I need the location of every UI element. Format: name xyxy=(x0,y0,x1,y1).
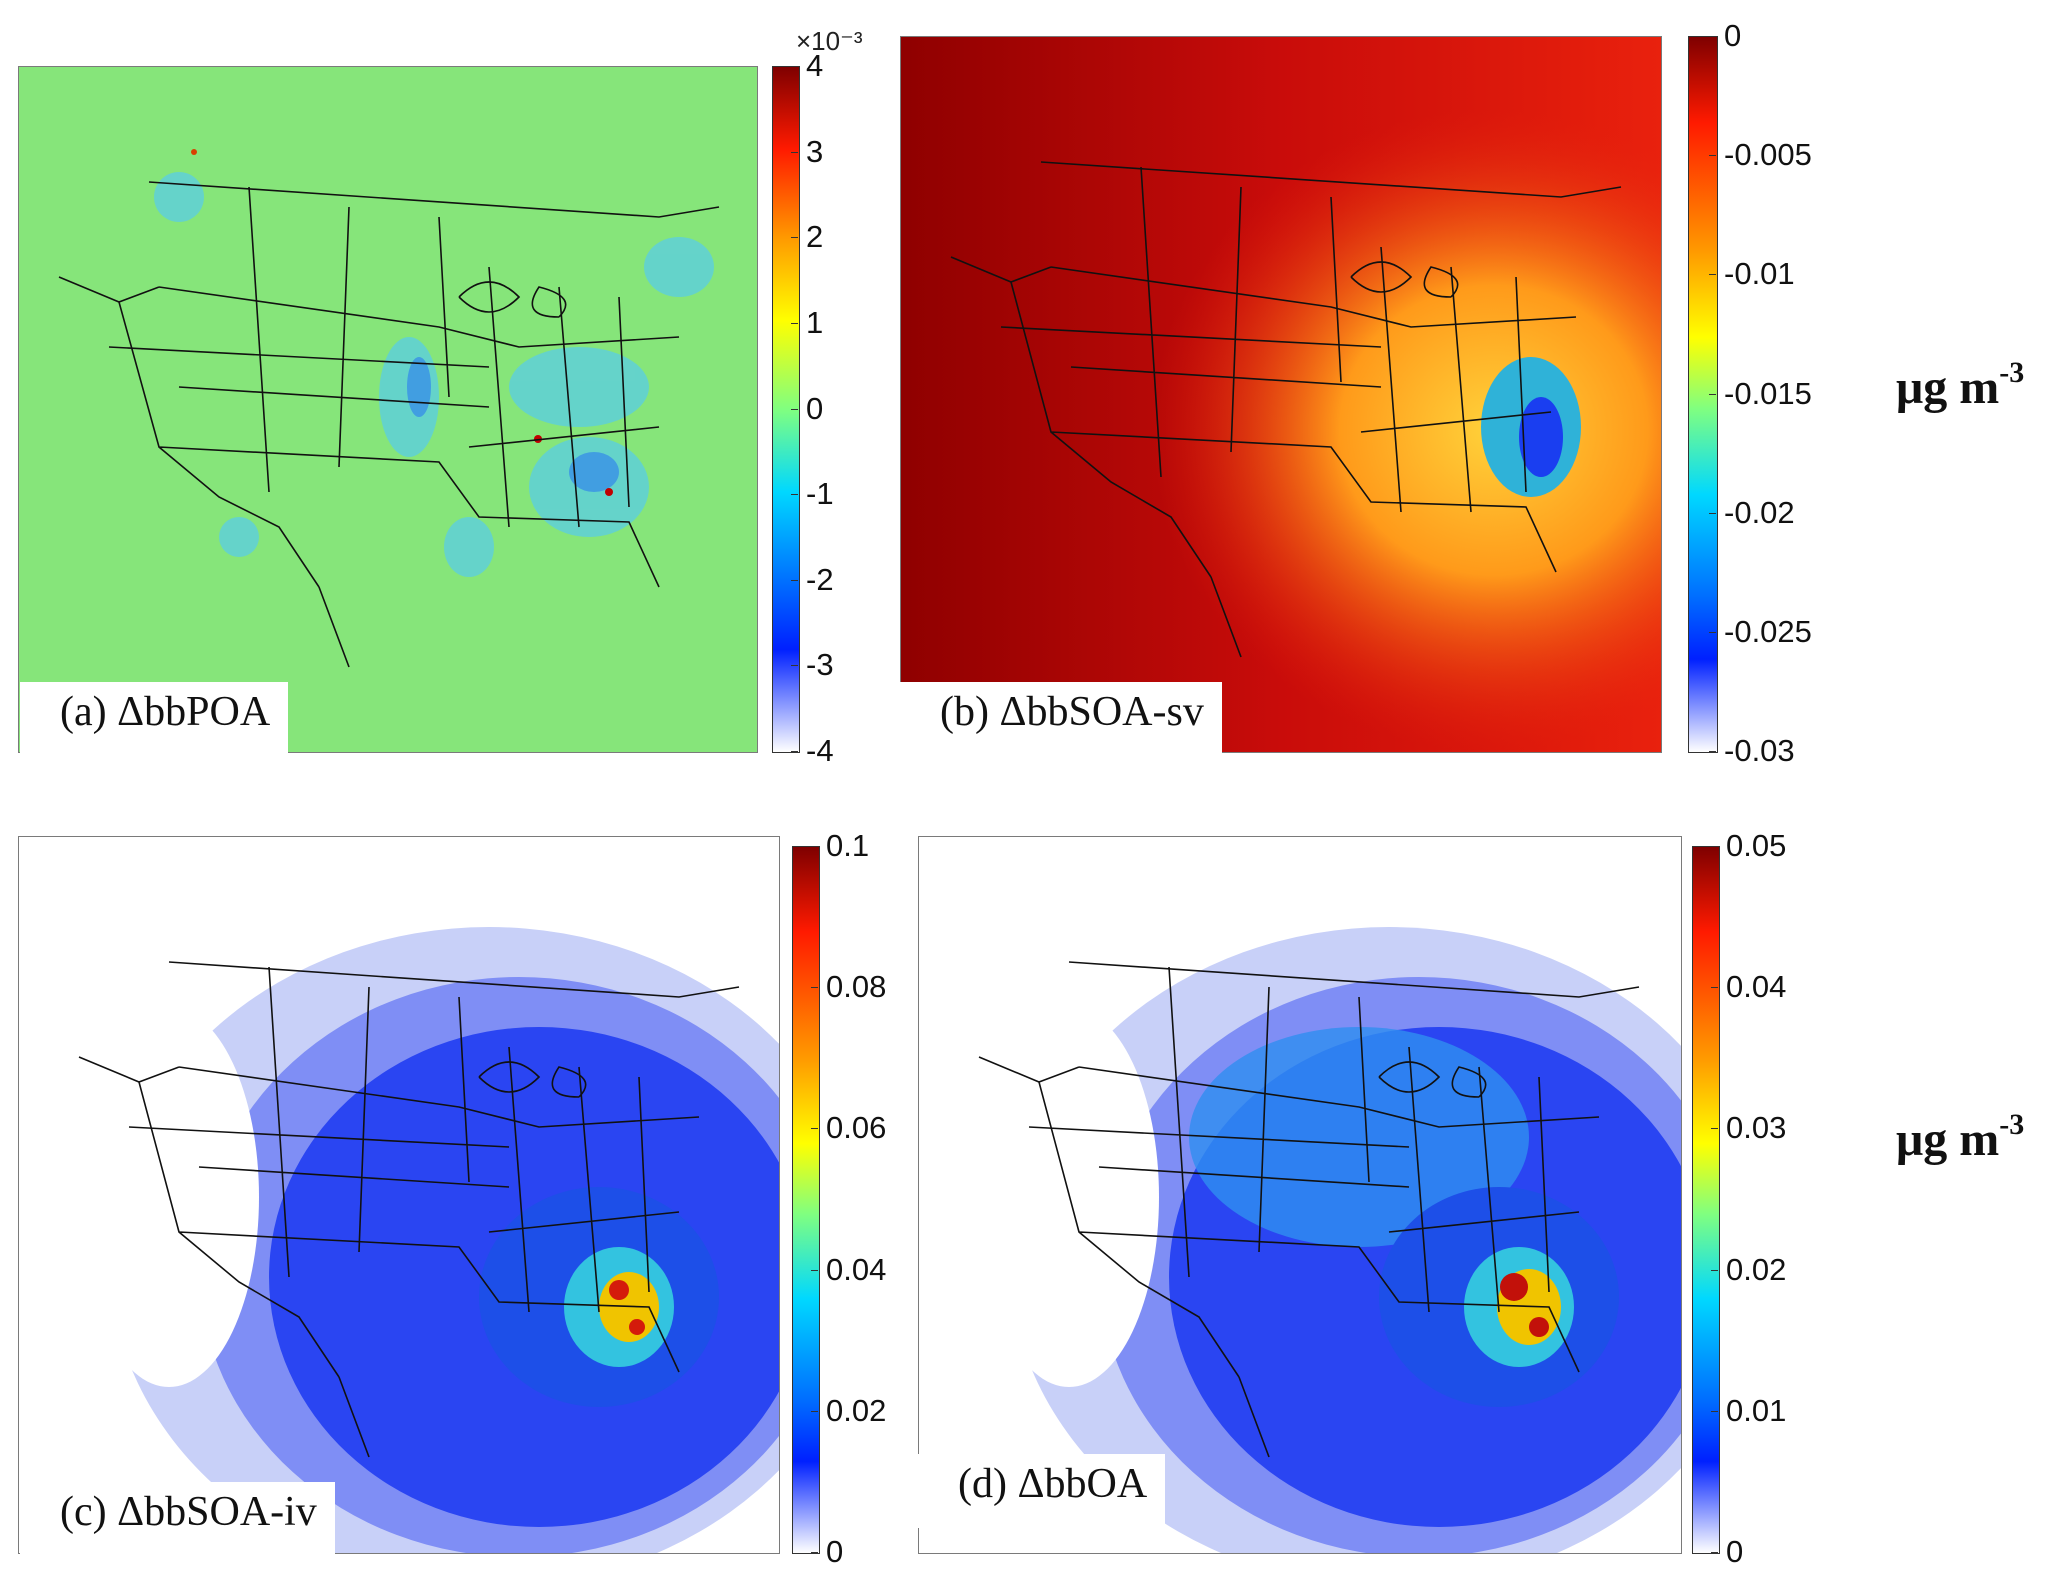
colorbar-tick-mark xyxy=(791,494,798,496)
colorbar-tick-mark xyxy=(1709,393,1716,395)
map-d xyxy=(918,836,1682,1554)
colorbar-tick-mark xyxy=(1711,1269,1718,1271)
colorbar-tick-label: 0 xyxy=(1726,1534,1744,1569)
colorbar-tick-mark xyxy=(791,237,798,239)
colorbar-tick-label: 0 xyxy=(806,390,824,426)
colorbar-tick-label: -0.015 xyxy=(1724,375,1812,411)
colorbar-tick-label: 0.05 xyxy=(1726,828,1787,863)
colorbar-tick-mark xyxy=(1709,751,1716,752)
colorbar-tick-mark xyxy=(1709,274,1716,276)
colorbar-tick-label: 0 xyxy=(1724,18,1742,53)
colorbar-tick-mark xyxy=(1709,512,1716,514)
panel-label-a: (a) ΔbbPOA xyxy=(20,682,289,756)
map-b-svg xyxy=(901,37,1661,752)
colorbar-tick-label: 0 xyxy=(826,1534,844,1569)
colorbar-tick-label: 0.04 xyxy=(1726,969,1787,1005)
colorbar-tick-mark xyxy=(791,665,798,667)
colorbar-tick-mark xyxy=(1709,631,1716,633)
colorbar-tick-label: 0.04 xyxy=(826,1251,887,1287)
colorbar-tick-label: 4 xyxy=(806,48,824,83)
colorbar-b xyxy=(1688,36,1718,753)
colorbar-tick-label: 2 xyxy=(806,219,824,255)
colorbar-tick-mark xyxy=(1711,987,1718,989)
colorbar-tick-mark xyxy=(791,322,798,324)
colorbar-tick-mark xyxy=(1709,36,1716,37)
map-a xyxy=(18,66,758,753)
colorbar-a xyxy=(772,66,800,753)
colorbar-tick-label: -4 xyxy=(806,733,834,768)
colorbar-tick-mark xyxy=(791,579,798,581)
colorbar-tick-label: 1 xyxy=(806,304,824,340)
colorbar-tick-label: -0.03 xyxy=(1724,733,1795,768)
colorbar-tick-label: -2 xyxy=(806,561,834,597)
colorbar-tick-mark xyxy=(1711,1410,1718,1412)
colorbar-tick-mark xyxy=(811,1128,818,1130)
colorbar-tick-mark xyxy=(811,1552,818,1553)
colorbar-tick-mark xyxy=(811,987,818,989)
colorbar-tick-label: -0.01 xyxy=(1724,256,1795,292)
colorbar-tick-label: 0.01 xyxy=(1726,1392,1787,1428)
colorbar-tick-label: 0.03 xyxy=(1726,1110,1787,1146)
colorbar-tick-label: -3 xyxy=(806,647,834,683)
unit-label-bottom-text: μg m xyxy=(1896,1113,2000,1166)
colorbar-c xyxy=(792,846,820,1554)
colorbar-tick-mark xyxy=(791,151,798,153)
colorbar-tick-label: 3 xyxy=(806,133,824,169)
colorbar-d xyxy=(1692,846,1720,1554)
map-d-boundaries xyxy=(978,961,1640,1458)
colorbar-tick-mark xyxy=(811,1410,818,1412)
colorbar-tick-mark xyxy=(1711,846,1718,847)
colorbar-tick-mark xyxy=(811,1269,818,1271)
colorbar-tick-mark xyxy=(791,751,798,752)
map-c-svg xyxy=(19,837,779,1553)
colorbar-tick-mark xyxy=(791,66,798,67)
colorbar-tick-label: 0.06 xyxy=(826,1110,887,1146)
colorbar-tick-label: 0.1 xyxy=(826,828,870,863)
map-b xyxy=(900,36,1662,753)
colorbar-tick-mark xyxy=(811,846,818,847)
colorbar-tick-label: -0.02 xyxy=(1724,494,1795,530)
unit-label-top-exponent: -3 xyxy=(1999,356,2025,389)
unit-label-bottom: μg m-3 xyxy=(1896,1108,2024,1167)
colorbar-tick-label: -0.005 xyxy=(1724,137,1812,173)
map-c-boundaries xyxy=(78,961,740,1458)
panel-label-d: (d) ΔbbOA xyxy=(918,1454,1166,1528)
map-c xyxy=(18,836,780,1554)
colorbar-tick-mark xyxy=(1711,1128,1718,1130)
panel-label-b: (b) ΔbbSOA-sv xyxy=(900,682,1222,756)
colorbar-a-exponent: ×10⁻³ xyxy=(796,26,863,56)
map-a-boundaries xyxy=(58,181,720,668)
colorbar-tick-label: 0.08 xyxy=(826,969,887,1005)
colorbar-tick-label: 0.02 xyxy=(826,1392,887,1428)
colorbar-tick-mark xyxy=(1709,155,1716,157)
map-a-svg xyxy=(19,67,757,752)
colorbar-tick-label: 0.02 xyxy=(1726,1251,1787,1287)
unit-label-bottom-exponent: -3 xyxy=(1999,1108,2025,1141)
unit-label-top: μg m-3 xyxy=(1896,356,2024,415)
unit-label-top-text: μg m xyxy=(1896,361,2000,414)
map-b-boundaries xyxy=(950,161,1622,658)
panel-label-c: (c) ΔbbSOA-iv xyxy=(20,1482,335,1556)
colorbar-tick-label: -0.025 xyxy=(1724,613,1812,649)
colorbar-tick-mark xyxy=(791,408,798,410)
colorbar-tick-mark xyxy=(1711,1552,1718,1553)
map-d-svg xyxy=(919,837,1681,1553)
colorbar-tick-label: -1 xyxy=(806,476,834,512)
